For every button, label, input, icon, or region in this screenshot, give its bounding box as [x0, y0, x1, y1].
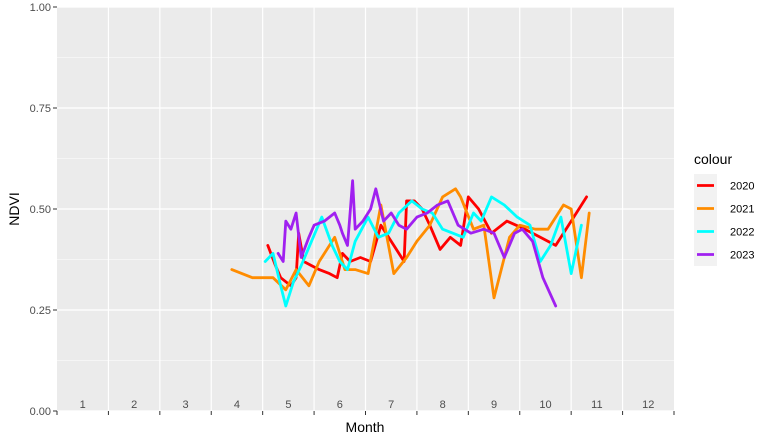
x-tick-label: 12 — [642, 399, 654, 411]
legend-label: 2023 — [730, 250, 754, 262]
legend-label: 2021 — [730, 204, 754, 216]
y-tick-label: 0.50 — [30, 204, 51, 216]
y-axis-title: NDVI — [6, 192, 22, 225]
series-line-2022 — [263, 195, 583, 308]
x-tick-label: 7 — [388, 399, 394, 411]
y-tick-label: 0.75 — [30, 103, 51, 115]
x-tick-label: 2 — [131, 399, 137, 411]
y-axis: 0.00 0.25 0.50 0.75 1.00 — [30, 2, 57, 418]
x-tick-label: 8 — [440, 399, 446, 411]
x-tick-label: 10 — [539, 399, 551, 411]
x-tick-label: 4 — [234, 399, 240, 411]
y-tick-label: 0.25 — [30, 305, 51, 317]
x-tick-label: 5 — [285, 399, 291, 411]
legend-label: 2020 — [730, 181, 754, 193]
series-line-2023 — [276, 179, 558, 308]
x-tick-labels: 1 2 3 4 5 6 7 8 9 10 11 12 — [80, 399, 655, 411]
y-tick-label: 1.00 — [30, 2, 51, 14]
legend-label: 2022 — [730, 227, 754, 239]
x-tick-label: 1 — [80, 399, 86, 411]
y-tick-label: 0.00 — [30, 406, 51, 418]
series-line-2021 — [230, 187, 591, 300]
legend: colour 2020 2021 2022 2023 — [694, 151, 754, 266]
x-axis — [56, 411, 675, 415]
x-axis-title: Month — [346, 419, 385, 435]
legend-title: colour — [694, 151, 732, 167]
series-layer — [230, 179, 591, 308]
x-tick-label: 6 — [337, 399, 343, 411]
grid-major — [57, 6, 674, 412]
x-tick-label: 11 — [591, 399, 602, 411]
x-tick-label: 9 — [491, 399, 497, 411]
x-tick-label: 3 — [182, 399, 188, 411]
